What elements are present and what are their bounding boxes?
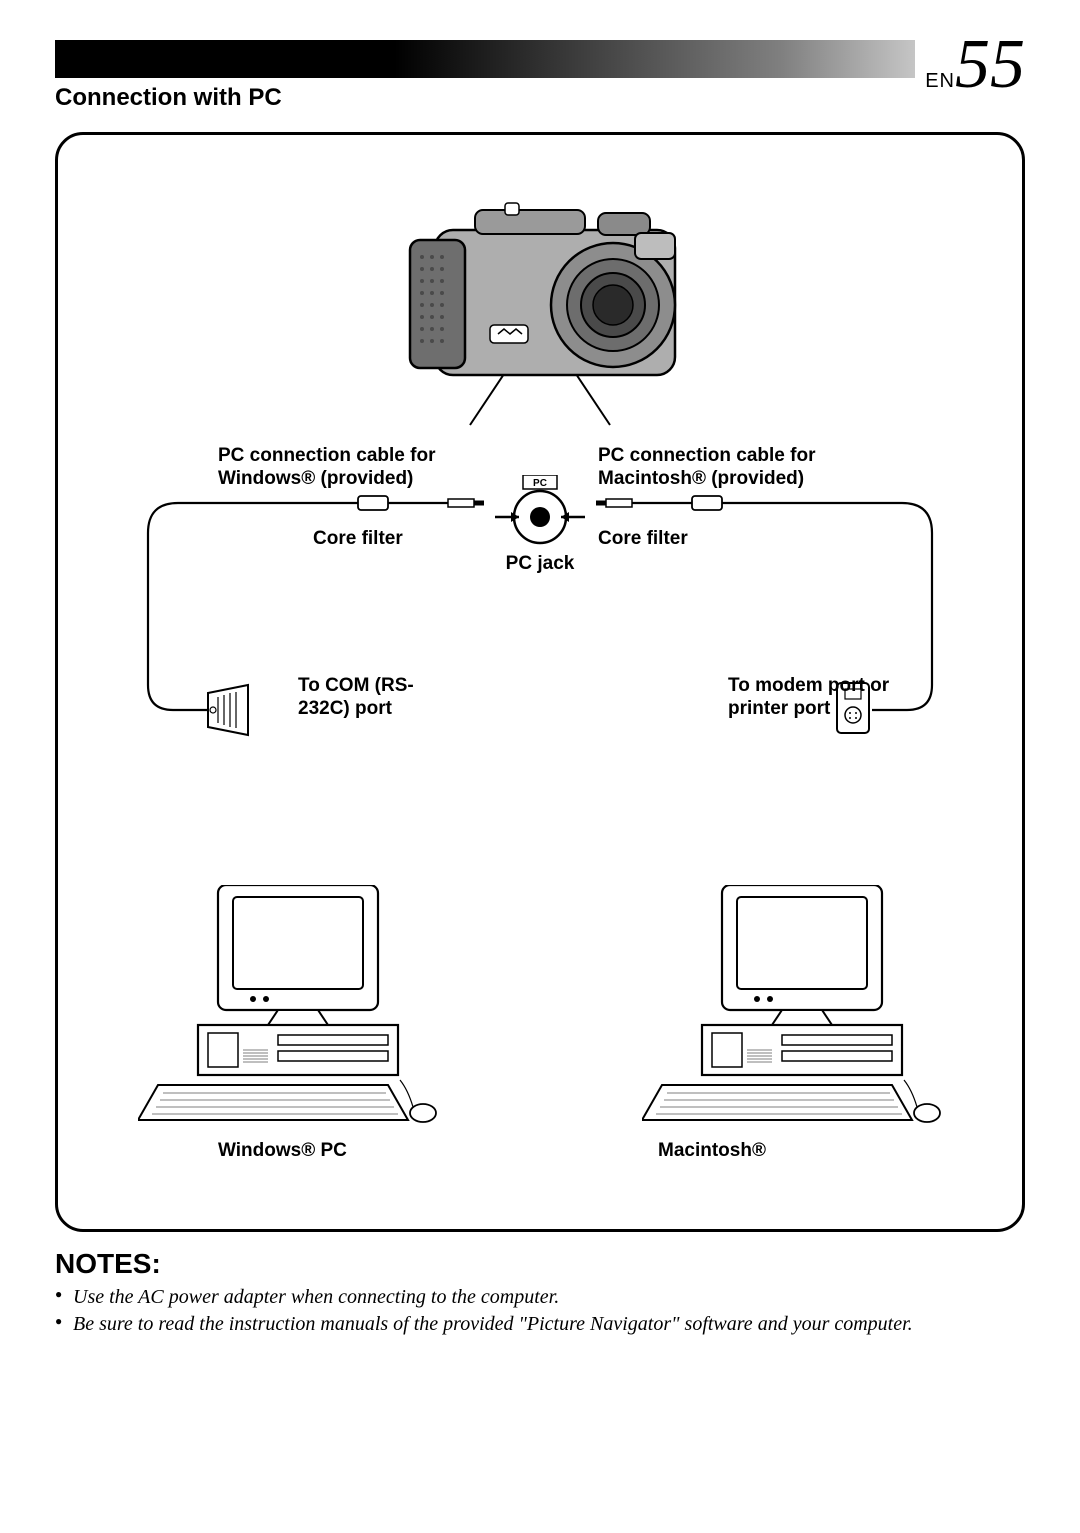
pc-jack-illustration: PC [495,475,585,550]
windows-pc-illustration [138,885,438,1135]
windows-pc-label: Windows® PC [218,1140,347,1163]
header-gradient-bar: EN55 [55,40,1025,78]
windows-cable-illustration [128,485,498,765]
com-port-label: To COM (RS-232C) port [298,675,418,721]
core-filter-right-label: Core filter [598,528,688,551]
connection-diagram: PC [55,132,1025,1232]
notes-list: Use the AC power adapter when connecting… [55,1284,1025,1338]
note-item: Use the AC power adapter when connecting… [55,1284,1025,1311]
notes-heading: NOTES: [55,1248,1025,1280]
windows-cable-label: PC connection cable for Windows® (provid… [218,445,478,491]
page-number: 55 [955,26,1025,103]
note-item: Be sure to read the instruction manuals … [55,1311,1025,1338]
mac-pc-illustration [642,885,942,1135]
page-number-block: EN55 [915,37,1025,93]
pc-jack-label: PC jack [506,553,575,576]
mac-cable-illustration [582,485,952,765]
manual-page: EN55 Connection with PC [0,0,1080,1398]
modem-port-label: To modem port or printer port [728,675,908,721]
mac-pc-label: Macintosh® [658,1140,766,1163]
section-title: Connection with PC [55,84,1025,112]
mac-cable-label: PC connection cable for Macintosh® (prov… [598,445,858,491]
svg-text:PC: PC [533,478,547,489]
camera-illustration [350,175,730,435]
lang-label: EN [925,70,955,92]
core-filter-left-label: Core filter [313,528,403,551]
